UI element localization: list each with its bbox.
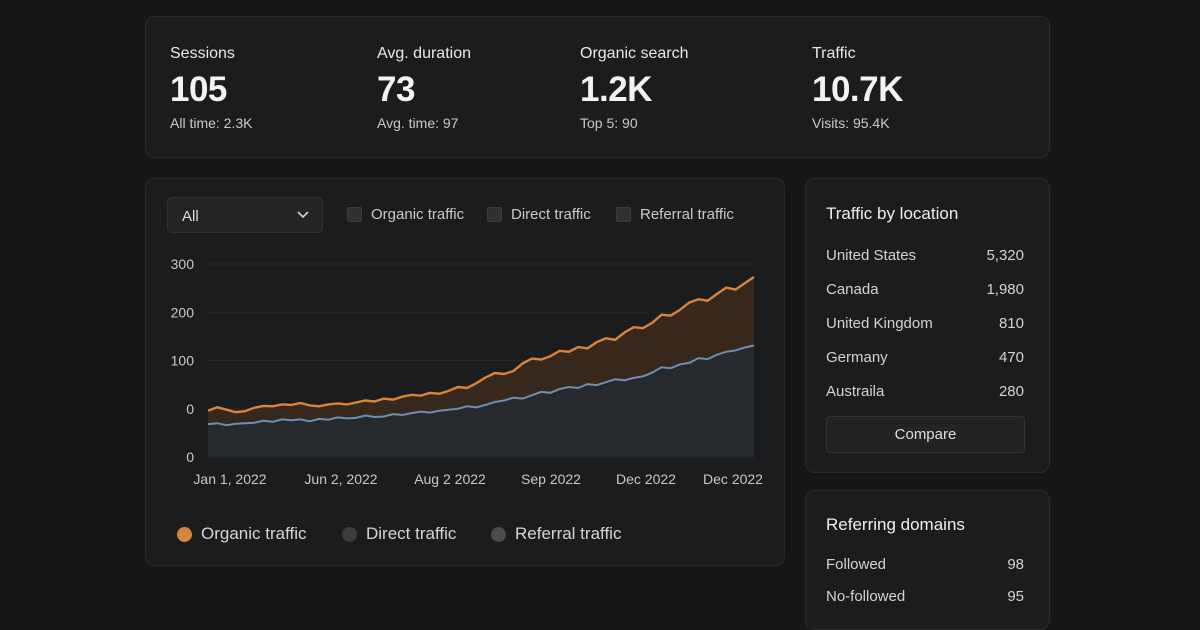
stat-subtext: Avg. time: 97: [377, 115, 459, 131]
location-value: 1,980: [986, 281, 1024, 298]
referring-row: Followed 98: [826, 556, 1024, 573]
legend-label: Organic traffic: [201, 524, 307, 543]
location-value: 5,320: [986, 247, 1024, 264]
stats-card: Sessions 105 All time: 2.3K Avg. duratio…: [145, 16, 1050, 158]
direct-traffic-line: [207, 344, 755, 427]
referring-value: 95: [1007, 588, 1024, 605]
stat-label: Avg. duration: [377, 45, 471, 62]
y-tick-label: 200: [171, 304, 195, 320]
referring-value: 98: [1007, 556, 1024, 573]
legend-dot-icon: [491, 526, 506, 542]
y-tick-label: 300: [171, 256, 195, 272]
referring-name: No-followed: [826, 588, 906, 605]
stat-value: 105: [170, 70, 227, 109]
x-tick-label: Dec 2022: [703, 471, 763, 487]
filter-selected-value: All: [182, 208, 199, 225]
stat-value: 10.7K: [812, 70, 903, 109]
x-tick-label: Jan 1, 2022: [193, 471, 266, 487]
stat-organic-search: Organic search 1.2K Top 5: 90: [580, 45, 689, 131]
toggle-organic-traffic[interactable]: Organic traffic: [347, 206, 464, 223]
checkbox-icon: [347, 207, 362, 222]
x-tick-label: Dec 2022: [616, 471, 676, 487]
x-tick-label: Sep 2022: [521, 471, 581, 487]
stat-traffic: Traffic 10.7K Visits: 95.4K: [812, 45, 903, 131]
organic-traffic-line: [207, 276, 755, 414]
legend-referral-traffic[interactable]: Referral traffic: [491, 524, 621, 544]
traffic-area-chart: 300 200 100 0 0 Jan 1, 2022 Jun 2, 2022 Aug 2 2…: [171, 256, 764, 487]
legend-dot-icon: [177, 526, 192, 542]
traffic-chart-card: All Organic traffic Direct traffic Refer…: [145, 178, 785, 566]
stat-label: Sessions: [170, 45, 235, 62]
stat-value: 1.2K: [580, 70, 652, 109]
stat-label: Organic search: [580, 45, 689, 62]
traffic-by-location-card: Traffic by location United States 5,320 …: [805, 178, 1050, 473]
x-tick-label: Jun 2, 2022: [304, 471, 377, 487]
stat-avg-duration: Avg. duration 73 Avg. time: 97: [377, 45, 471, 131]
location-row: Canada 1,980: [826, 281, 1024, 298]
toggle-label: Direct traffic: [511, 206, 591, 223]
legend-label: Direct traffic: [366, 524, 457, 543]
compare-button[interactable]: Compare: [826, 416, 1025, 453]
location-name: Germany: [826, 349, 888, 366]
y-tick-label: 0: [186, 449, 194, 465]
stat-subtext: All time: 2.3K: [170, 115, 253, 131]
location-name: United States: [826, 247, 917, 264]
legend-label: Referral traffic: [515, 524, 622, 543]
stat-value: 73: [377, 70, 415, 109]
referring-row: No-followed 95: [826, 588, 1024, 605]
checkbox-icon: [616, 207, 631, 222]
toggle-label: Referral traffic: [640, 206, 734, 223]
stat-sessions: Sessions 105 All time: 2.3K: [170, 45, 252, 131]
legend-direct-traffic[interactable]: Direct traffic: [342, 524, 456, 544]
referring-domains-card: Referring domains Followed 98 No-followe…: [805, 490, 1050, 630]
checkbox-icon: [487, 207, 502, 222]
card-title: Traffic by location: [826, 204, 959, 223]
location-value: 280: [998, 383, 1024, 400]
location-value: 810: [998, 315, 1024, 332]
location-name: Canada: [826, 281, 879, 298]
direct-traffic-area: [208, 345, 754, 457]
location-name: United Kingdom: [826, 315, 933, 332]
toggle-referral-traffic[interactable]: Referral traffic: [616, 206, 734, 223]
chevron-down-icon: [297, 211, 309, 219]
location-row: Austraila 280: [826, 383, 1024, 400]
location-value: 470: [998, 349, 1024, 366]
stat-label: Traffic: [812, 45, 856, 62]
card-title: Referring domains: [826, 515, 965, 534]
referring-name: Followed: [826, 556, 887, 573]
legend-organic-traffic[interactable]: Organic traffic: [177, 524, 307, 544]
traffic-filter-dropdown[interactable]: All: [167, 197, 323, 233]
location-row: Germany 470: [826, 349, 1024, 366]
location-row: United Kingdom 810: [826, 315, 1024, 332]
toggle-label: Organic traffic: [371, 206, 465, 223]
stat-subtext: Top 5: 90: [580, 115, 638, 131]
organic-traffic-area: [208, 277, 754, 426]
y-tick-label: 0: [186, 401, 194, 417]
y-tick-label: 100: [171, 353, 195, 369]
x-tick-label: Aug 2 2022: [414, 471, 486, 487]
stat-subtext: Visits: 95.4K: [812, 115, 890, 131]
location-name: Austraila: [826, 383, 885, 400]
location-row: United States 5,320: [826, 247, 1024, 264]
toggle-direct-traffic[interactable]: Direct traffic: [487, 206, 591, 223]
legend-dot-icon: [342, 526, 357, 542]
